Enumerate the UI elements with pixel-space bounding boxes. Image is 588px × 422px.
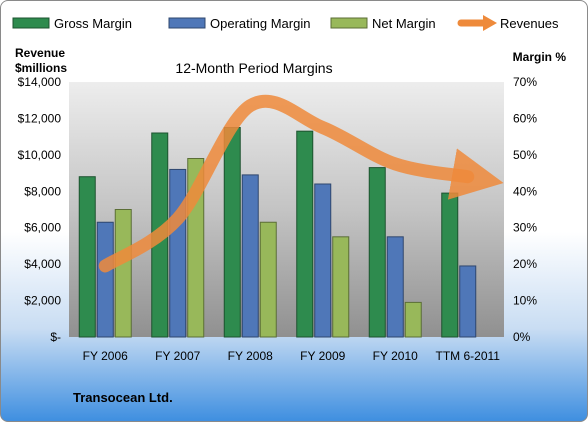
x-tick-label: TTM 6-2011 bbox=[436, 349, 501, 363]
left-axis-ticks: $- $2,000 $4,000 $6,000 $8,000 $10,000 $12,000… bbox=[18, 75, 62, 344]
legend-swatch-gross-margin bbox=[12, 17, 50, 29]
bar-operating-margin-fy-2007 bbox=[169, 168, 187, 338]
right-axis-title: Margin % bbox=[513, 50, 567, 64]
legend: Gross Margin Operating Margin Net Margin Re… bbox=[12, 15, 559, 31]
left-axis-title-line2: $millions bbox=[15, 61, 67, 75]
bar-gross-margin-ttm-6-2011 bbox=[441, 192, 459, 338]
right-tick-label: 40% bbox=[513, 184, 537, 198]
right-axis-ticks: 0% 10% 20% 30% 40% 50% 60% 70% bbox=[513, 75, 537, 344]
left-tick-label: $2,000 bbox=[24, 294, 61, 308]
bar-operating-margin-fy-2008 bbox=[241, 174, 259, 338]
bar-gross-margin-fy-2008 bbox=[223, 127, 241, 338]
right-tick-label: 30% bbox=[513, 221, 537, 235]
x-tick-label: FY 2009 bbox=[300, 349, 345, 363]
bar-gross-margin-fy-2010 bbox=[368, 167, 386, 338]
left-tick-label: $10,000 bbox=[18, 148, 62, 162]
bar-net-margin-fy-2008 bbox=[259, 221, 277, 338]
legend-swatch-operating-margin bbox=[168, 17, 206, 29]
legend-label-gross-margin: Gross Margin bbox=[54, 16, 132, 31]
bar-operating-margin-fy-2006 bbox=[96, 221, 114, 338]
left-tick-label: $8,000 bbox=[24, 184, 61, 198]
revenue-line-group bbox=[98, 94, 504, 273]
right-tick-label: 0% bbox=[513, 330, 531, 344]
bar-net-margin-fy-2010 bbox=[404, 301, 422, 338]
left-axis-title-line1: Revenue bbox=[15, 46, 65, 60]
right-tick-label: 10% bbox=[513, 294, 537, 308]
x-tick-label: FY 2008 bbox=[228, 349, 273, 363]
legend-arrowhead bbox=[483, 15, 497, 31]
left-tick-label: $6,000 bbox=[24, 221, 61, 235]
line-revenues bbox=[98, 94, 504, 273]
left-tick-label: $14,000 bbox=[18, 75, 62, 89]
legend-label-operating-margin: Operating Margin bbox=[210, 16, 310, 31]
bar-operating-margin-fy-2009 bbox=[314, 183, 332, 338]
bar-gross-margin-fy-2006 bbox=[78, 176, 96, 338]
right-tick-label: 50% bbox=[513, 148, 537, 162]
legend-label-net-margin: Net Margin bbox=[372, 16, 436, 31]
right-tick-label: 60% bbox=[513, 111, 537, 125]
bar-net-margin-fy-2006 bbox=[114, 209, 132, 338]
left-tick-label: $12,000 bbox=[18, 111, 62, 125]
x-tick-label: FY 2007 bbox=[155, 349, 200, 363]
right-tick-label: 70% bbox=[513, 75, 537, 89]
plot-area bbox=[69, 82, 504, 337]
left-tick-label: $4,000 bbox=[24, 257, 61, 271]
chart-title: 12-Month Period Margins bbox=[175, 60, 332, 76]
legend-swatch-net-margin bbox=[330, 17, 368, 29]
right-tick-label: 20% bbox=[513, 257, 537, 271]
x-tick-label: FY 2010 bbox=[373, 349, 418, 363]
bar-net-margin-fy-2009 bbox=[332, 236, 350, 338]
x-tick-label: FY 2006 bbox=[83, 349, 128, 363]
left-tick-label: $- bbox=[50, 330, 61, 344]
bar-operating-margin-fy-2010 bbox=[386, 236, 404, 338]
legend-label-revenues: Revenues bbox=[500, 16, 559, 31]
company-name: Transocean Ltd. bbox=[73, 390, 173, 405]
bar-operating-margin-ttm-6-2011 bbox=[459, 265, 477, 338]
bar-gross-margin-fy-2009 bbox=[296, 130, 314, 338]
x-axis-ticks: FY 2006 FY 2007 FY 2008 FY 2009 FY 2010 TTM 6… bbox=[83, 349, 501, 363]
